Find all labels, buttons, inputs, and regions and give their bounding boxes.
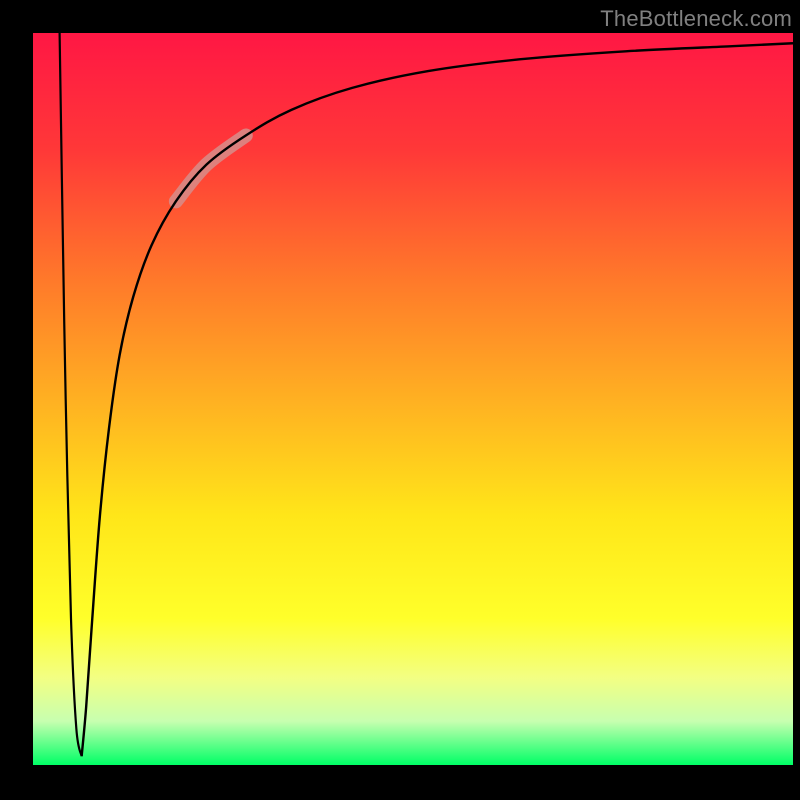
- spike-path: [60, 33, 82, 756]
- plot-area: [33, 33, 793, 765]
- chart-canvas: TheBottleneck.com: [0, 0, 800, 800]
- curve-layer: [33, 33, 793, 765]
- watermark-label: TheBottleneck.com: [600, 6, 792, 32]
- main-curve-path: [82, 43, 793, 756]
- highlight-segment: [176, 135, 246, 201]
